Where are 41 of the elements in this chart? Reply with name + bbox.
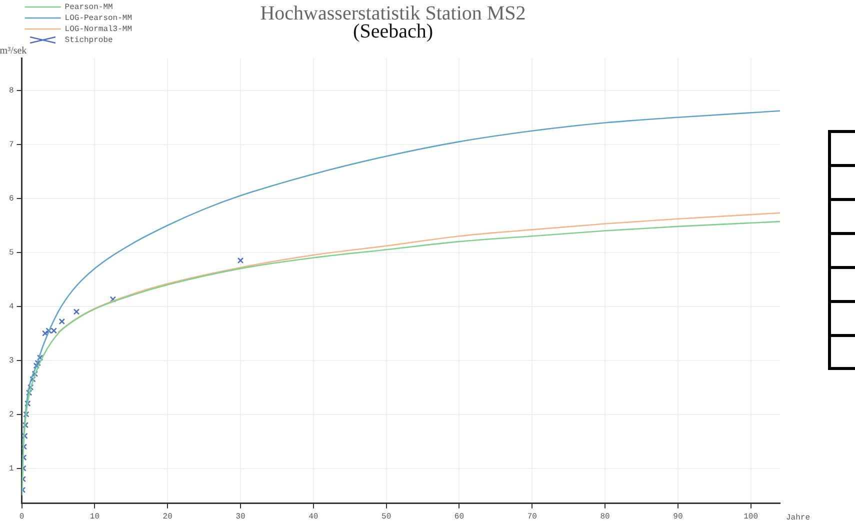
x-tick-label: 40 [308,512,318,522]
x-tick-label: 100 [744,512,758,522]
y-tick-label: 1 [8,464,14,474]
legend-label: Pearson-MM [64,3,114,12]
point [58,318,66,325]
y-tick-label: 7 [8,140,14,150]
y-tick-label: 4 [8,302,14,312]
point [73,308,80,315]
x-tick-label: 30 [236,512,246,522]
x-tick-label: 90 [673,512,683,522]
y-tick-label: 8 [8,86,14,96]
x-tick-label: 50 [382,512,392,522]
y-axis-title: m³/sek [0,46,27,57]
point [22,454,27,461]
point [23,411,30,418]
y-tick-label: 6 [8,194,14,204]
line-series [58,212,780,333]
y-tick-label: 5 [8,248,14,258]
x-tick-label: 20 [162,512,173,522]
legend-label: LOG-Pearson-MM [64,14,132,24]
point [22,432,28,440]
point [22,422,29,428]
x-tick-label: 70 [527,512,538,522]
y-tick-label: 2 [8,410,14,420]
x-axis-title: Jahre [786,514,810,523]
y-tick-label: 3 [8,356,14,366]
point [46,328,52,334]
line-series [22,220,780,496]
point [22,444,28,450]
x-tick-label: 0 [19,512,24,522]
point [110,296,116,302]
point [24,400,31,407]
x-tick-label: 60 [454,512,464,522]
point [33,362,40,369]
point [237,257,244,264]
x-tick-label: 80 [600,512,610,522]
legend-label: LOG-Normal3-MM [64,25,132,34]
x-tick-label: 10 [90,512,100,522]
point [50,328,58,334]
point [42,330,48,336]
legend-label: Stichprobe [64,36,114,46]
